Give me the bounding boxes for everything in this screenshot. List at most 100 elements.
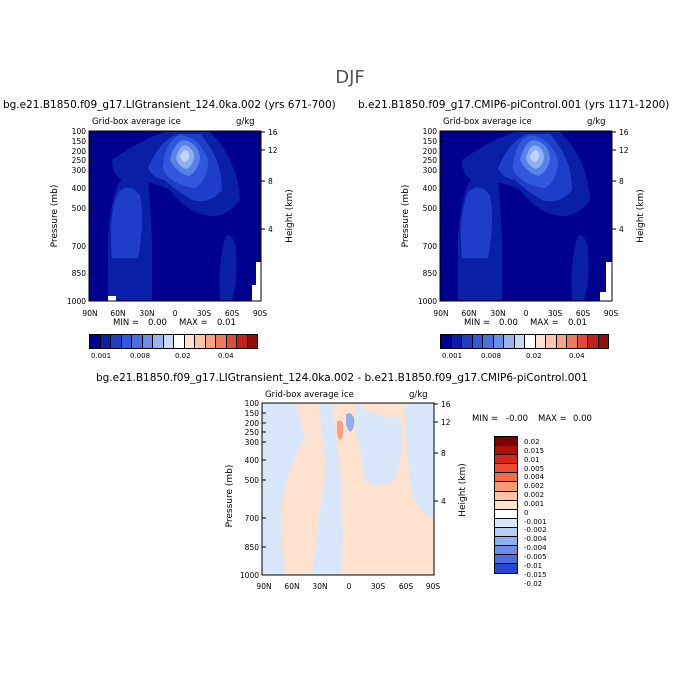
panel3-y2tick-8: 8 [441, 449, 446, 458]
panel3-xtick-0: 0 [347, 582, 352, 591]
panel3-xtick-60s: 60S [399, 582, 414, 591]
panel1-ytick-500: 500 [72, 204, 87, 213]
panel2-max-label: MAX = [530, 318, 559, 328]
panel3-y2tick-16: 16 [441, 400, 451, 409]
panel3-xtick-90s: 90S [426, 582, 441, 591]
panel1-xticks: 90N 60N 30N 0 30S 60S 90S [82, 309, 267, 318]
panel1-yticks: 100 150 200 250 300 400 500 700 850 1000 [67, 127, 93, 306]
panel2-xtick-90n: 90N [433, 309, 448, 318]
panel2-ytick-100: 100 [423, 127, 438, 136]
panel2-ytick-500: 500 [423, 204, 438, 213]
panel2-cb-label-1: 0.001 [442, 352, 463, 360]
panel3-max-value: 0.00 [573, 414, 592, 424]
panel3-cb-label-2: 0.015 [524, 446, 545, 455]
panel2-ytick-250: 250 [423, 156, 438, 165]
panel3-ytick-1000: 1000 [240, 571, 259, 580]
panel1-ytick-150: 150 [72, 137, 87, 146]
panel3-cb-label-3: 0.01 [524, 455, 540, 464]
panel1-y2label: Height (km) [285, 189, 295, 243]
panel2-y2tick-8: 8 [619, 177, 624, 186]
panel3-ylabel: Pressure (mb) [225, 465, 235, 528]
panel1-min-label: MIN = [113, 318, 140, 328]
panel1-contour-upper-max [180, 150, 190, 162]
panel3-cb-label-5: 0.004 [524, 473, 545, 482]
panel2-contour-sh-column [571, 235, 589, 300]
panel3-y2tick-4: 4 [441, 497, 446, 506]
panel2-contour-upper-max [530, 150, 540, 162]
panel1-cb-label-1: 0.001 [91, 352, 112, 360]
panel1-missing-sh [252, 262, 261, 301]
panel3-max-label: MAX = [538, 414, 567, 424]
panel2-cb-label-2: 0.008 [481, 352, 502, 360]
panel2-plot: 100 150 200 250 300 400 500 700 850 1000… [401, 127, 646, 318]
panel3-contour-upper-negative [355, 403, 402, 485]
panel1-y2tick-16: 16 [268, 128, 278, 137]
panel2-colorbar [440, 334, 609, 349]
panel3-cb-label-16: -0.015 [524, 570, 547, 579]
panel3-contour-red-anomaly [336, 420, 344, 440]
panel3-colorbar-labels: 0.02 0.015 0.01 0.005 0.004 0.002 0.002 … [524, 438, 547, 588]
panel1-contour-sh-column [219, 235, 237, 300]
panel3-colorbar [494, 436, 518, 574]
panel3-cb-label-4: 0.005 [524, 464, 545, 473]
panel3-ytick-500: 500 [245, 476, 260, 485]
panel3-units: g/kg [409, 390, 428, 400]
panel2-y2ticks: 16 12 8 4 [612, 128, 629, 234]
panel2-title: b.e21.B1850.f09_g17.CMIP6-piControl.001 … [358, 99, 670, 111]
panel3-cb-label-8: 0.001 [524, 499, 545, 508]
panel1-xtick-30s: 30S [197, 309, 212, 318]
panel3-ytick-700: 700 [245, 514, 260, 523]
panel3-xtick-90n: 90N [256, 582, 271, 591]
panel3-min-label: MIN = [472, 414, 499, 424]
panel2-y2tick-16: 16 [619, 128, 629, 137]
panel2-ytick-150: 150 [423, 137, 438, 146]
panel3-xticks: 90N 60N 30N 0 30S 60S 90S [256, 582, 440, 591]
panel2-xtick-30s: 30S [548, 309, 563, 318]
panel1-ytick-1000: 1000 [67, 297, 86, 306]
panel2-xtick-0: 0 [524, 309, 529, 318]
panel2-frame [439, 130, 613, 302]
panel3-cb-label-15: -0.01 [524, 561, 543, 570]
panel1-ytick-300: 300 [72, 166, 87, 175]
panel3-y2label: Height (km) [458, 463, 468, 517]
panel3-cb-label-14: -0.005 [524, 552, 547, 561]
panel1-ytick-100: 100 [72, 127, 87, 136]
panel3-contour-nh-negative [262, 403, 305, 575]
panel3-cb-label-12: -0.004 [524, 535, 547, 544]
panel3-ytick-250: 250 [245, 428, 260, 437]
panel3-ytick-200: 200 [245, 419, 260, 428]
panel1-colorbar [89, 334, 258, 349]
panel1-title: bg.e21.B1850.f09_g17.LIGtransient_124.0k… [3, 99, 336, 111]
panel1-y2ticks: 16 12 8 4 [261, 128, 278, 234]
panel3-cb-label-9: 0 [524, 508, 529, 517]
panel2-contour-nh-core [460, 187, 493, 258]
panel2-cb-label-3: 0.02 [526, 352, 542, 360]
panel3-min-value: -0.00 [506, 414, 528, 424]
panel3-ytick-400: 400 [245, 456, 260, 465]
panel1-ytick-700: 700 [72, 242, 87, 251]
panel2-xtick-90s: 90S [604, 309, 619, 318]
panel3-contour-blue-anomaly [345, 413, 355, 432]
panel1-xtick-90s: 90S [253, 309, 268, 318]
panel1-min-value: 0.00 [148, 318, 167, 328]
panel3-subtitle: Grid-box average ice [265, 390, 354, 400]
panel2-missing-sh [600, 262, 612, 301]
panel1-y2tick-8: 8 [268, 177, 273, 186]
panel3-ytick-300: 300 [245, 438, 260, 447]
panel3-ytick-100: 100 [245, 399, 260, 408]
panel2-cb-label-4: 0.04 [569, 352, 585, 360]
panel1-xtick-0: 0 [173, 309, 178, 318]
panel3-y2tick-12: 12 [441, 418, 451, 427]
panel3-cb-label-7: 0.002 [524, 491, 545, 500]
panel2-min-label: MIN = [464, 318, 491, 328]
panel2-xtick-60s: 60S [576, 309, 591, 318]
panel2-subtitle: Grid-box average ice [443, 117, 532, 127]
panel3-xtick-30s: 30S [371, 582, 386, 591]
panel2-xticks: 90N 60N 30N 0 30S 60S 90S [433, 309, 618, 318]
panel3-cb-label-11: -0.002 [524, 526, 547, 535]
panel1-ylabel: Pressure (mb) [50, 185, 60, 248]
panel2-ylabel: Pressure (mb) [401, 185, 411, 248]
panel3-cb-label-10: -0.001 [524, 517, 547, 526]
panel1-contour-nh-core [110, 187, 143, 258]
